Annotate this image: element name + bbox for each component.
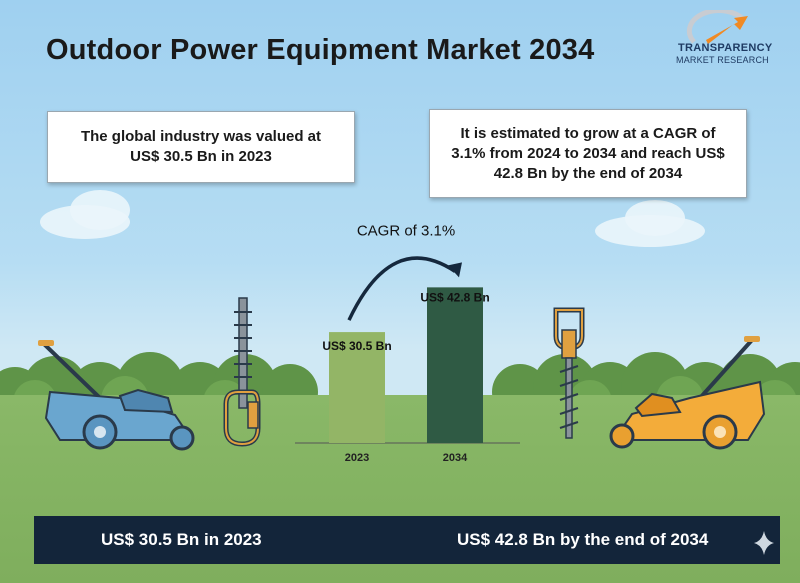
logo-arrow-icon [686,10,748,44]
cagr-annotation: CAGR of 3.1% [357,222,455,239]
tick-label-2034: 2034 [443,452,468,464]
cagr-arrow [347,256,456,321]
info-box-forecast: It is estimated to grow at a CAGR of 3.1… [429,109,747,198]
page-title: Outdoor Power Equipment Market 2034 [46,34,595,66]
info-box-forecast-text: It is estimated to grow at a CAGR of 3.1… [451,124,725,182]
cloud [625,200,685,236]
tick-label-2023: 2023 [345,452,369,464]
logo-subtext: MARKET RESEARCH [676,55,769,65]
bar-2034 [427,287,483,443]
data-label-2034: US$ 42.8 Bn [420,290,489,304]
summary-bar: US$ 30.5 Bn in 2023 US$ 42.8 Bn by the e… [34,516,780,564]
data-label-2023: US$ 30.5 Bn [322,339,391,353]
info-box-valuation: The global industry was valued at US$ 30… [47,111,355,183]
company-logo: TRANSPARENCY MARKET RESEARCH [664,10,788,72]
summary-2023: US$ 30.5 Bn in 2023 [101,530,262,549]
info-box-valuation-text: The global industry was valued at US$ 30… [80,128,322,165]
summary-2034: US$ 42.8 Bn by the end of 2034 [457,530,709,549]
cloud [70,190,130,230]
logo-text: TRANSPARENCY [678,42,773,54]
bar-2023 [329,332,385,443]
cagr-arrow-head [448,262,462,278]
